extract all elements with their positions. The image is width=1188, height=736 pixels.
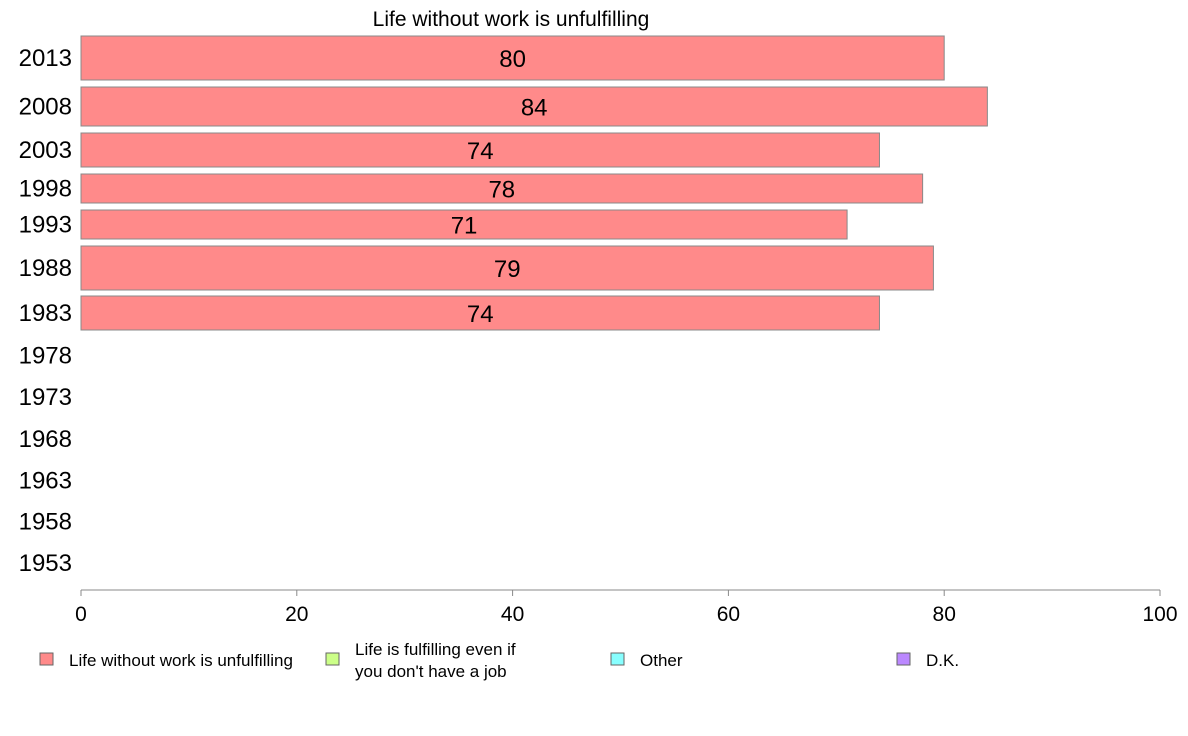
y-axis-labels: 2013 2008 2003 1998 1993 1988 1983 1978 1973 1968… [19, 45, 72, 577]
x-tick-label: 40 [501, 603, 524, 626]
bar [80, 295, 880, 331]
y-tick-label: 2008 [19, 94, 72, 121]
y-tick-label: 1968 [19, 426, 72, 453]
bar [80, 35, 945, 81]
bar [80, 245, 934, 291]
legend-label: D.K. [926, 651, 959, 670]
y-tick-label: 1958 [19, 509, 72, 536]
y-tick-label: 1978 [19, 343, 72, 370]
x-tick-label: 100 [1142, 603, 1177, 626]
bar [80, 173, 924, 204]
x-tick-label: 60 [717, 603, 740, 626]
y-tick-label: 1983 [19, 300, 72, 327]
bar [80, 209, 848, 240]
y-tick-label: 1963 [19, 468, 72, 495]
y-tick-label: 1988 [19, 255, 72, 282]
bar [80, 132, 880, 168]
y-tick-label: 1998 [19, 176, 72, 203]
bar-value-label: 71 [451, 213, 478, 240]
bars [80, 35, 988, 331]
legend-swatch [39, 652, 54, 666]
bar-value-label: 74 [467, 138, 494, 165]
x-tick-label: 20 [285, 603, 308, 626]
legend: Life without work is unfulfilling Life is… [39, 640, 959, 681]
chart-title: Life without work is unfulfilling [373, 8, 650, 31]
y-tick-label: 1953 [19, 550, 72, 577]
x-axis: 0 20 40 60 80 100 [75, 589, 1178, 626]
legend-label: Other [640, 651, 683, 670]
y-tick-label: 2013 [19, 45, 72, 72]
x-tick-label: 0 [75, 603, 87, 626]
y-tick-label: 1973 [19, 384, 72, 411]
y-tick-label: 1993 [19, 212, 72, 239]
y-tick-label: 2003 [19, 137, 72, 164]
bar-value-label: 84 [521, 95, 548, 122]
bar [80, 86, 988, 127]
legend-swatch [610, 652, 625, 666]
legend-swatch [896, 652, 911, 666]
bar-value-label: 79 [494, 256, 521, 283]
x-tick-label: 80 [933, 603, 956, 626]
bar-value-label: 78 [488, 177, 515, 204]
legend-label: Life is fulfilling even if you don't have… [355, 640, 516, 681]
bar-value-label: 74 [467, 301, 494, 328]
bar-value-label: 80 [499, 46, 526, 73]
legend-label: Life without work is unfulfilling [69, 651, 293, 670]
legend-swatch [325, 652, 340, 666]
